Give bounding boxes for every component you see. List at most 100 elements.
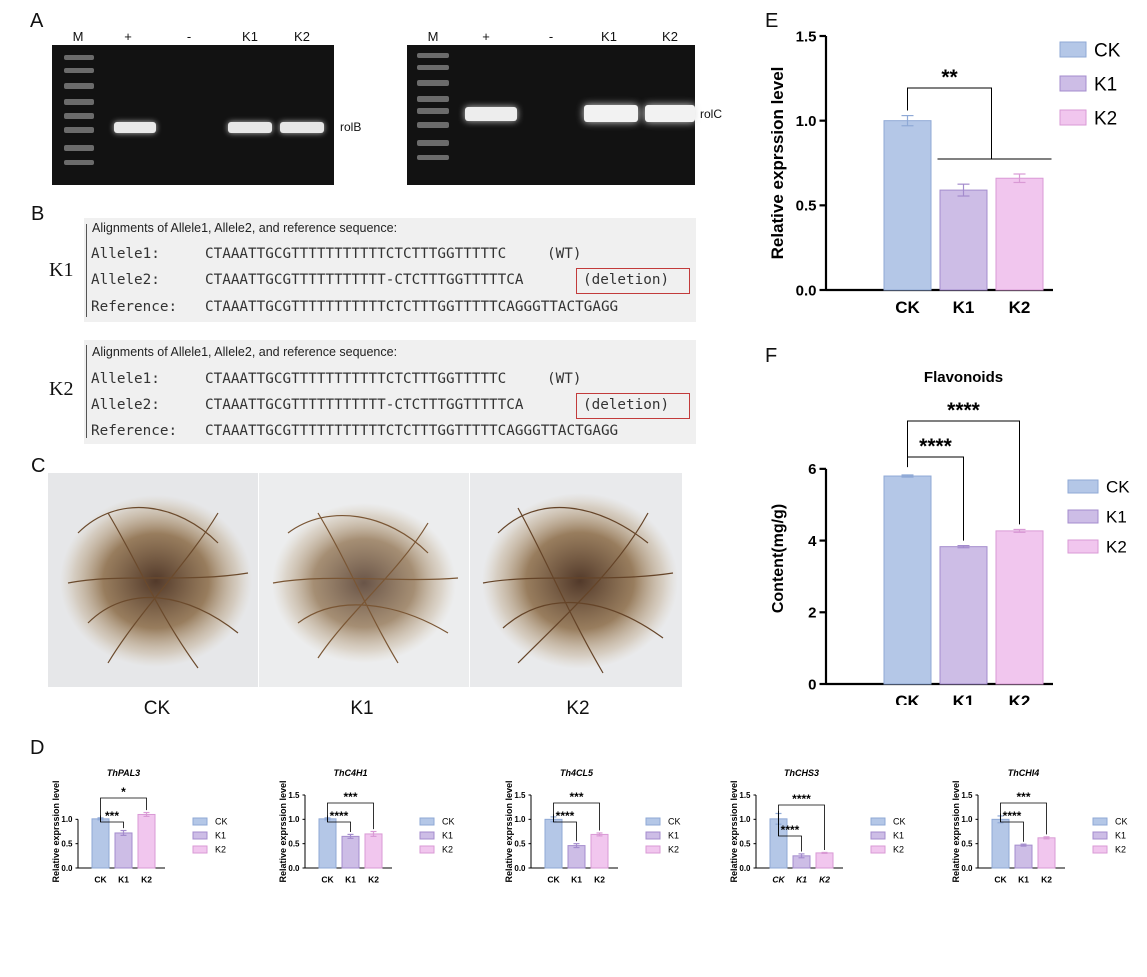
legend-swatch-k1 bbox=[1092, 831, 1108, 840]
gene-label-rolb: rolB bbox=[340, 120, 362, 134]
gel1-lane-neg: - bbox=[186, 29, 192, 44]
x-tick-label: K2 bbox=[1009, 298, 1031, 317]
significance-label: * bbox=[121, 785, 126, 799]
y-tick-label: 1.5 bbox=[796, 28, 817, 45]
y-tick-label: 0.0 bbox=[288, 864, 300, 873]
x-tick-label: CK bbox=[994, 875, 1007, 885]
allele-sequence: CTAAATTGCGTTTTTTTTTTTCTCTTTGGTTTTTCAGGGT… bbox=[205, 299, 619, 315]
y-tick-label: 4 bbox=[808, 533, 817, 550]
legend-label-ck: CK bbox=[893, 817, 906, 827]
legend-swatch-k2 bbox=[1059, 109, 1087, 126]
allele-sequence: CTAAATTGCGTTTTTTTTTTT-CTCTTTGGTTTTTCA bbox=[205, 397, 524, 413]
bar-k2 bbox=[590, 833, 609, 869]
allele-name: Allele2: bbox=[91, 397, 160, 413]
panel-label-a: A bbox=[30, 10, 44, 32]
legend-label-k1: K1 bbox=[1115, 831, 1126, 841]
x-tick-label: CK bbox=[94, 875, 107, 885]
y-tick-label: 0.0 bbox=[61, 864, 73, 873]
root-photo-k2 bbox=[482, 493, 678, 674]
allele-name: Allele1: bbox=[91, 371, 160, 387]
y-tick-label: 1.5 bbox=[961, 791, 973, 800]
x-tick-label: CK bbox=[895, 692, 920, 705]
chart-title: Flavonoids bbox=[924, 369, 1003, 386]
x-tick-label: K2 bbox=[1009, 692, 1031, 705]
bar-ck bbox=[883, 475, 932, 685]
y-tick-label: 1.0 bbox=[739, 815, 751, 824]
photo-label-k2: K2 bbox=[566, 698, 590, 719]
alignment-block-k2 bbox=[84, 340, 696, 444]
y-axis-label: Relative exprssion level bbox=[51, 780, 61, 882]
gel2-lane-m: M bbox=[427, 29, 439, 44]
alignment-sample-k2: K2 bbox=[49, 378, 74, 400]
panel-label-f: F bbox=[765, 345, 778, 367]
x-tick-label: K2 bbox=[819, 875, 830, 885]
gel2-lane-k2: K2 bbox=[662, 29, 678, 44]
allele-name: Reference: bbox=[91, 299, 178, 315]
x-tick-label: K1 bbox=[796, 875, 807, 885]
root-photo-ck bbox=[60, 495, 252, 669]
legend-label-k2: K2 bbox=[1094, 108, 1117, 129]
allele-sequence: CTAAATTGCGTTTTTTTTTTT-CTCTTTGGTTTTTCA bbox=[205, 272, 524, 288]
legend-swatch-ck bbox=[870, 817, 886, 826]
significance-label: ** bbox=[941, 66, 958, 89]
x-tick-label: K1 bbox=[118, 875, 129, 885]
legend-swatch-k2 bbox=[192, 845, 208, 854]
significance-label: **** bbox=[792, 792, 811, 806]
allele-sequence: CTAAATTGCGTTTTTTTTTTTCTCTTTGGTTTTTC bbox=[205, 246, 507, 262]
chart-title: ThCHS3 bbox=[784, 768, 819, 778]
legend-swatch-k1 bbox=[645, 831, 661, 840]
allele-name: Allele1: bbox=[91, 246, 160, 262]
gel2-lane-pos: + bbox=[482, 29, 490, 44]
legend-swatch-k2 bbox=[870, 845, 886, 854]
bar-k1 bbox=[939, 546, 988, 685]
significance-label: **** bbox=[330, 809, 349, 823]
bar-k1 bbox=[114, 832, 133, 869]
significance-label: *** bbox=[1016, 790, 1030, 804]
x-tick-label: K2 bbox=[368, 875, 379, 885]
deletion-highlight bbox=[576, 268, 690, 294]
gel1-lane-pos: + bbox=[124, 29, 132, 44]
alignment-header-k2: Alignments of Allele1, Allele2, and refe… bbox=[92, 345, 398, 359]
y-tick-label: 0.0 bbox=[961, 864, 973, 873]
panel-label-c: C bbox=[31, 455, 46, 477]
legend-label-ck: CK bbox=[668, 817, 681, 827]
allele-sequence: CTAAATTGCGTTTTTTTTTTTCTCTTTGGTTTTTC bbox=[205, 371, 507, 387]
legend-label-k1: K1 bbox=[1094, 74, 1117, 95]
bar-ck bbox=[544, 818, 563, 869]
legend-label-k1: K1 bbox=[442, 831, 453, 841]
legend-swatch-k1 bbox=[1067, 509, 1099, 524]
significance-bracket bbox=[327, 802, 374, 830]
legend-label-k1: K1 bbox=[893, 831, 904, 841]
x-tick-label: K1 bbox=[953, 298, 975, 317]
legend-swatch-ck bbox=[1059, 41, 1087, 58]
y-tick-label: 0.0 bbox=[739, 864, 751, 873]
legend-label-k1: K1 bbox=[668, 831, 679, 841]
bar-k2 bbox=[364, 833, 383, 869]
legend-label-k2: K2 bbox=[215, 845, 226, 855]
y-tick-label: 0.0 bbox=[796, 282, 817, 299]
bar-k1 bbox=[939, 189, 988, 291]
significance-label: **** bbox=[919, 435, 953, 458]
significance-label: **** bbox=[781, 823, 800, 837]
y-tick-label: 1.0 bbox=[514, 815, 526, 824]
x-tick-label: K1 bbox=[345, 875, 356, 885]
significance-label: *** bbox=[343, 790, 357, 804]
bar-k2 bbox=[815, 852, 834, 869]
chart-e: 0.0 0.5 1.0 1.5 Relative exprssion level CK K1… bbox=[770, 28, 1121, 317]
gel-image-rolc bbox=[407, 45, 695, 185]
y-tick-label: 1.0 bbox=[288, 815, 300, 824]
chart-f: 0 2 4 6 Content(mg/g) CK K1 K2 Flavonoids CK K1 K2 *… bbox=[770, 369, 1130, 705]
alignment-header-k1: Alignments of Allele1, Allele2, and refe… bbox=[92, 221, 398, 235]
gel1-lane-k2: K2 bbox=[294, 29, 310, 44]
x-tick-label: K1 bbox=[571, 875, 582, 885]
legend-label-k2: K2 bbox=[893, 845, 904, 855]
y-tick-label: 2 bbox=[808, 605, 816, 622]
x-tick-label: K2 bbox=[141, 875, 152, 885]
bar-ck bbox=[883, 120, 932, 291]
significance-bracket bbox=[778, 804, 825, 850]
